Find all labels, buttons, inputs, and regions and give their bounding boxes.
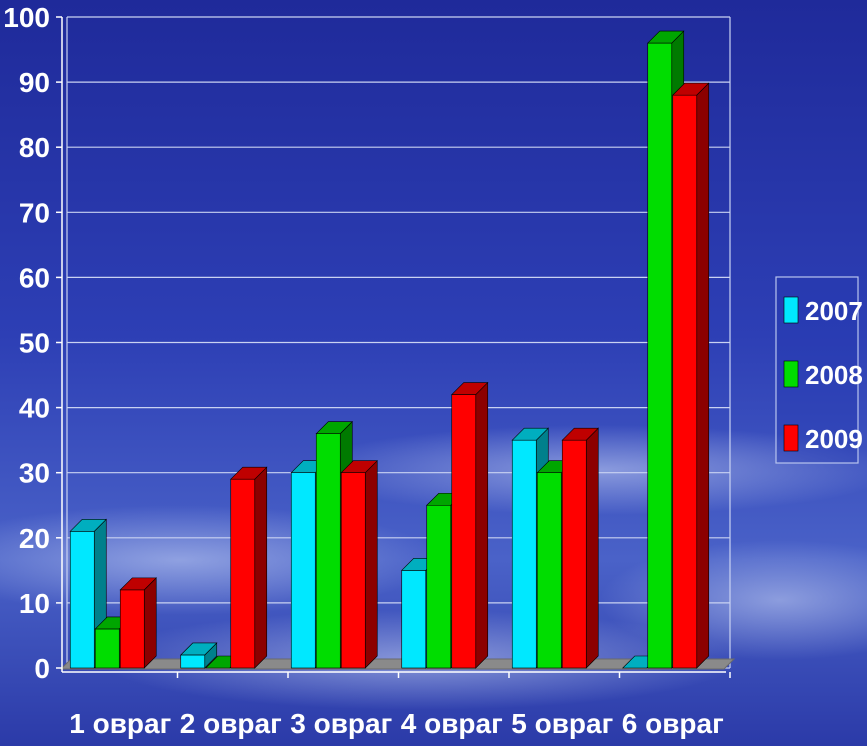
x-category-label: 2 овраг [180, 708, 282, 739]
bars [69, 30, 710, 669]
x-category-label: 4 овраг [401, 708, 503, 739]
x-category-labels: 1 овраг 2 овраг 3 овраг 4 овраг 5 овраг 6 овр… [69, 708, 724, 739]
bar [561, 427, 599, 669]
y-tick-label: 0 [34, 653, 50, 684]
y-tick-label: 20 [19, 523, 50, 554]
legend-label: 2009 [805, 424, 863, 454]
y-tick-label: 70 [19, 197, 50, 228]
y-tick-label: 30 [19, 458, 50, 489]
legend-label: 2008 [805, 360, 863, 390]
bar [180, 642, 218, 669]
y-tick-labels: 0 10 20 30 40 50 60 70 80 90 100 [3, 2, 50, 684]
y-tick-label: 10 [19, 588, 50, 619]
y-tick-label: 60 [19, 262, 50, 293]
legend-swatch [783, 360, 799, 388]
bar [230, 466, 268, 669]
x-category-label: 1 овраг [69, 708, 171, 739]
y-tick-label: 50 [19, 328, 50, 359]
x-category-label: 5 овраг [511, 708, 613, 739]
bar [119, 577, 157, 669]
bar [451, 381, 489, 669]
legend: 2007 2008 2009 [775, 276, 863, 464]
x-category-label: 3 овраг [290, 708, 392, 739]
y-tick-label: 90 [19, 67, 50, 98]
y-tick-label: 80 [19, 132, 50, 163]
bar [340, 459, 378, 669]
legend-swatch [783, 296, 799, 324]
legend-swatch [783, 424, 799, 452]
x-category-label: 6 овраг [622, 708, 724, 739]
y-tick-label: 40 [19, 393, 50, 424]
y-tick-label: 100 [3, 2, 50, 33]
legend-label: 2007 [805, 296, 863, 326]
bar [672, 82, 710, 669]
